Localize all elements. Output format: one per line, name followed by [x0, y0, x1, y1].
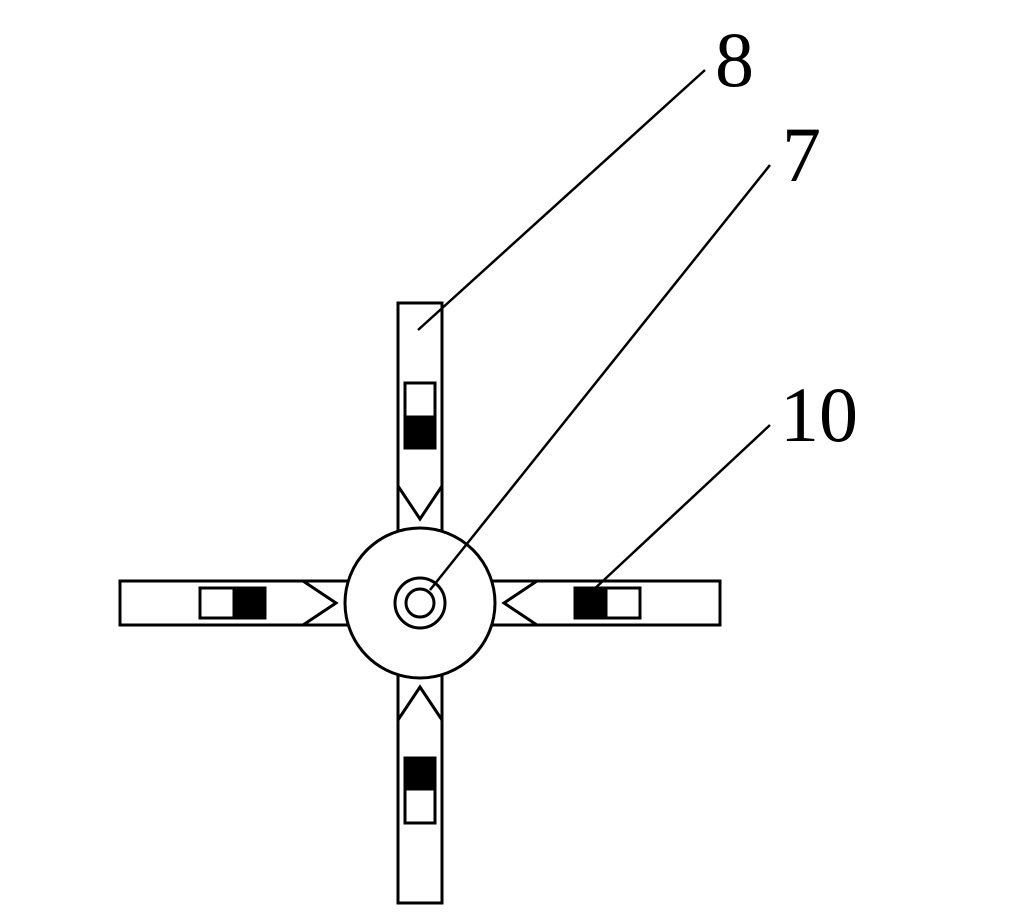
slider-fill-bottom: [405, 758, 435, 791]
slider-fill-left: [233, 588, 266, 618]
callout-label-8: 8: [715, 15, 754, 105]
chevron-top: [398, 486, 442, 519]
callout-line-10: [590, 425, 770, 593]
slider-fill-top: [405, 416, 435, 449]
callout-line-7: [430, 165, 770, 590]
callout-label-7: 7: [782, 110, 821, 200]
diagram-canvas: 87 10: [0, 0, 1010, 919]
chevron-left: [303, 581, 336, 625]
callout-line-8: [418, 70, 705, 330]
callout-label-10: 10: [780, 370, 858, 460]
hub-outer-circle: [345, 528, 495, 678]
chevron-bottom: [398, 687, 442, 720]
chevron-right: [504, 581, 537, 625]
diagram-svg: [0, 0, 1010, 919]
